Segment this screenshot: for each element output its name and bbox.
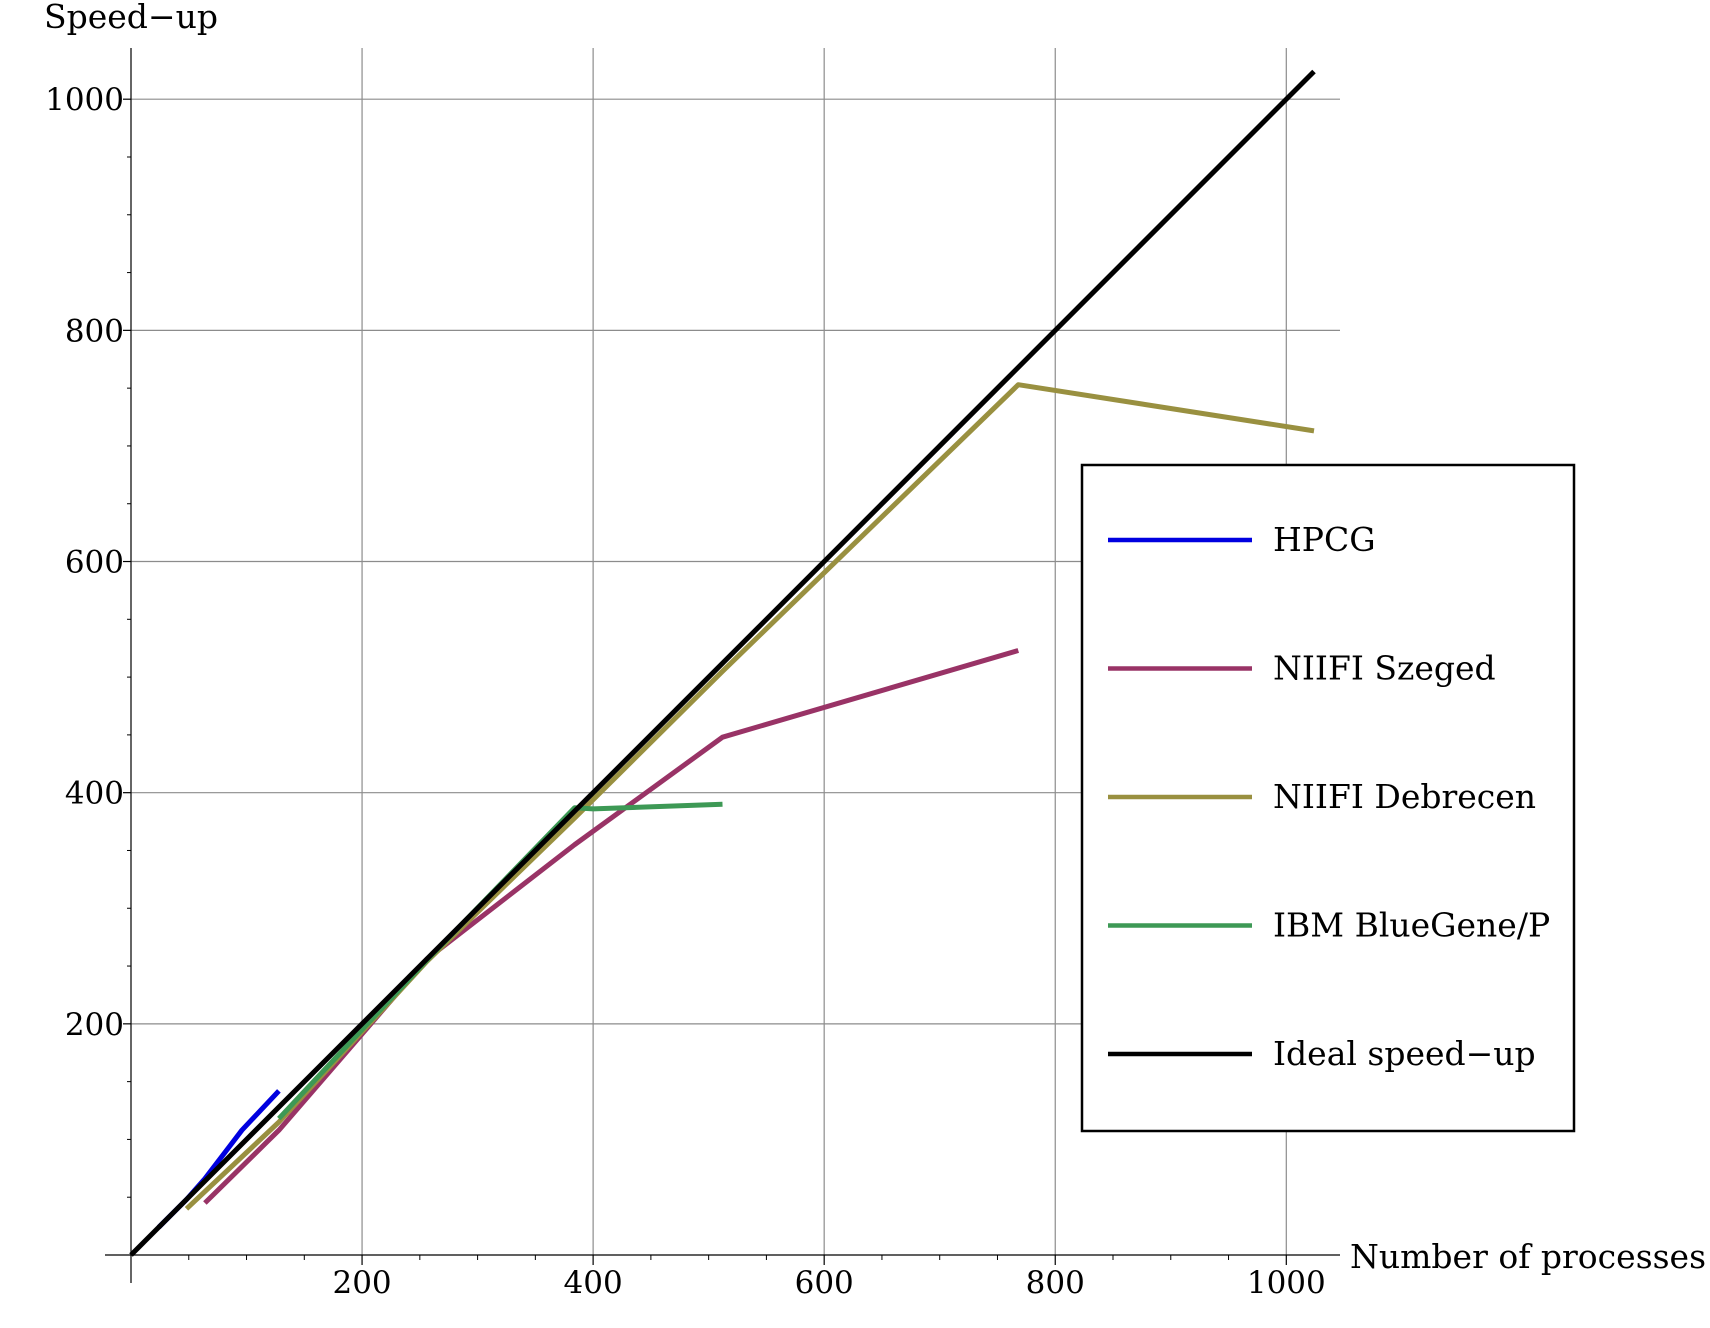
legend-label: IBM BlueGene/P (1273, 906, 1550, 945)
x-tick-label: 800 (1026, 1265, 1085, 1301)
x-tick-label: 600 (795, 1265, 854, 1301)
axes (105, 48, 1340, 1283)
series-line-ibm-bluegene-p (277, 801, 723, 1121)
series-line-niifi-debrecen (184, 382, 1315, 1211)
y-tick-label: 400 (65, 776, 124, 812)
legend-label: HPCG (1273, 520, 1376, 559)
series-line-ideal-speed-up (129, 69, 1316, 1257)
series-line-niifi-szeged (203, 648, 1020, 1205)
legend-label: NIIFI Szeged (1273, 649, 1496, 688)
x-tick-label: 200 (332, 1265, 391, 1301)
y-tick-label: 1000 (45, 82, 124, 118)
legend: HPCG NIIFI Szeged NIIFI Debrecen IBM BlueGe… (1080, 463, 1576, 1133)
x-tick-label: 400 (564, 1265, 623, 1301)
x-tick-label: 1000 (1247, 1265, 1326, 1301)
x-axis-title: Number of processes (1350, 1237, 1706, 1276)
legend-items: HPCG NIIFI Szeged NIIFI Debrecen IBM BlueGe… (1108, 520, 1550, 1073)
y-axis-title: Speed−up (44, 0, 218, 36)
y-tick-label: 200 (65, 1007, 124, 1043)
series (129, 69, 1316, 1257)
y-tick-label: 600 (65, 545, 124, 581)
legend-label: Ideal speed−up (1273, 1034, 1536, 1073)
legend-label: NIIFI Debrecen (1273, 777, 1536, 816)
y-tick-label: 800 (65, 313, 124, 349)
ticks: 200 400 600 800 1000 200 400 600 800 1000 (45, 82, 1326, 1301)
